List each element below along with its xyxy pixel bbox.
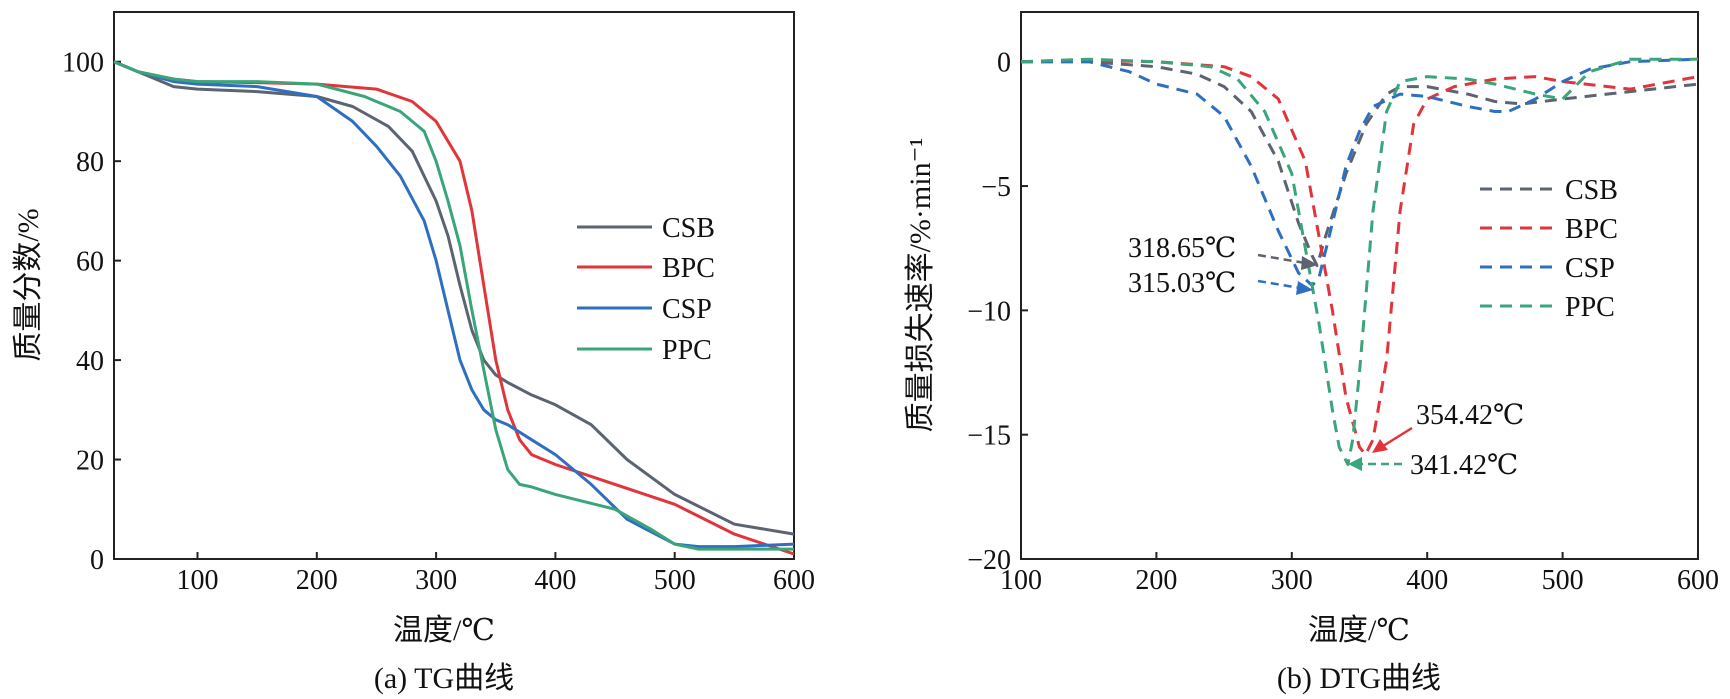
tg-y-tick-label: 80: [76, 147, 104, 178]
legend-label-bpc: BPC: [662, 253, 715, 284]
tg-x-tick-label: 600: [773, 565, 815, 596]
legend-label-ppc: PPC: [1565, 292, 1615, 323]
tg-x-tick-label: 400: [534, 565, 576, 596]
dtg-chart: 100 200 300 400 500 600 0 −5 −10 −15 −20 CSB BPC C…: [904, 11, 1719, 695]
tg-x-tick-label: 300: [415, 565, 457, 596]
tg-y-tick-label: 100: [62, 48, 104, 79]
legend-label-bpc: BPC: [1565, 214, 1618, 245]
tg-plot-frame: [113, 11, 795, 560]
peak-arrowhead-bpc: [1372, 439, 1388, 453]
dtg-x-tick-label: 200: [1135, 565, 1177, 596]
peak-arrowhead-csb: [1301, 256, 1318, 270]
dtg-y-tick-label: −5: [981, 172, 1011, 203]
dtg-ticks: 100 200 300 400 500 600 0 −5 −10 −15 −20: [967, 48, 1719, 596]
tg-series-ppc: [113, 60, 794, 551]
tg-series-csb: [113, 60, 795, 536]
tg-legend: CSB BPC CSP PPC: [577, 213, 715, 366]
tg-x-tick-label: 200: [296, 565, 338, 596]
dtg-annotations: 318.65℃ 315.03℃ 354.42℃ 341.42℃: [1128, 233, 1524, 481]
tg-x-tick-label: 500: [654, 565, 696, 596]
dtg-series-lines: [1020, 57, 1699, 466]
dtg-x-tick-label: 100: [1000, 565, 1042, 596]
dtg-caption: (b) DTG曲线: [1277, 662, 1441, 695]
tg-x-axis-label: 温度/℃: [393, 614, 495, 647]
dtg-y-tick-label: −10: [967, 296, 1011, 327]
peak-arrow-csp: [1257, 279, 1301, 290]
tg-y-axis-label: 质量分数/%: [12, 208, 45, 361]
dtg-x-tick-label: 400: [1406, 565, 1448, 596]
dtg-y-tick-label: −20: [967, 545, 1011, 576]
peak-label-ppc: 341.42℃: [1410, 450, 1518, 481]
dtg-x-tick-label: 500: [1542, 565, 1584, 596]
peak-arrowhead-ppc: [1348, 457, 1362, 471]
peak-label-csp: 315.03℃: [1128, 268, 1236, 299]
tg-series-lines: [113, 60, 795, 556]
dtg-y-tick-label: 0: [997, 48, 1011, 79]
peak-label-bpc: 354.42℃: [1416, 400, 1524, 431]
tg-y-tick-label: 20: [76, 446, 104, 477]
dtg-y-axis-label: 质量损失速率/%·min⁻¹: [904, 138, 937, 433]
tg-series-csp: [113, 60, 795, 549]
peak-label-csb: 318.65℃: [1128, 233, 1236, 264]
dtg-series-bpc: [1020, 59, 1699, 457]
tg-ticks: 100 200 300 400 500 600 0 20 40 60 80 100: [62, 48, 815, 596]
legend-label-csp: CSP: [1565, 253, 1615, 284]
peak-arrow-bpc: [1382, 426, 1413, 448]
tg-y-tick-label: 40: [76, 346, 104, 377]
dtg-x-axis-label: 温度/℃: [1308, 614, 1410, 647]
dtg-x-tick-label: 600: [1677, 565, 1719, 596]
tg-caption: (a) TG曲线: [374, 662, 514, 695]
legend-label-csb: CSB: [662, 213, 715, 244]
dtg-x-tick-label: 300: [1271, 565, 1313, 596]
legend-label-csb: CSB: [1565, 175, 1618, 206]
tg-y-tick-label: 60: [76, 247, 104, 278]
dtg-plot-frame: [1020, 11, 1699, 560]
tg-x-tick-label: 100: [177, 565, 219, 596]
peak-arrowhead-csp: [1296, 281, 1313, 295]
tg-y-tick-label: 0: [90, 545, 104, 576]
dtg-series-csb: [1021, 60, 1699, 268]
tg-chart: 100 200 300 400 500 600 0 20 40 60 80 100 CSB BPC C…: [12, 11, 815, 695]
peak-arrow-csb: [1257, 253, 1306, 265]
dtg-series-csp: [1021, 57, 1699, 287]
legend-label-ppc: PPC: [662, 335, 712, 366]
legend-label-csp: CSP: [662, 294, 712, 325]
dtg-legend: CSB BPC CSP PPC: [1480, 175, 1618, 323]
dtg-y-tick-label: −15: [967, 421, 1011, 452]
dtg-series-ppc: [1020, 57, 1698, 466]
